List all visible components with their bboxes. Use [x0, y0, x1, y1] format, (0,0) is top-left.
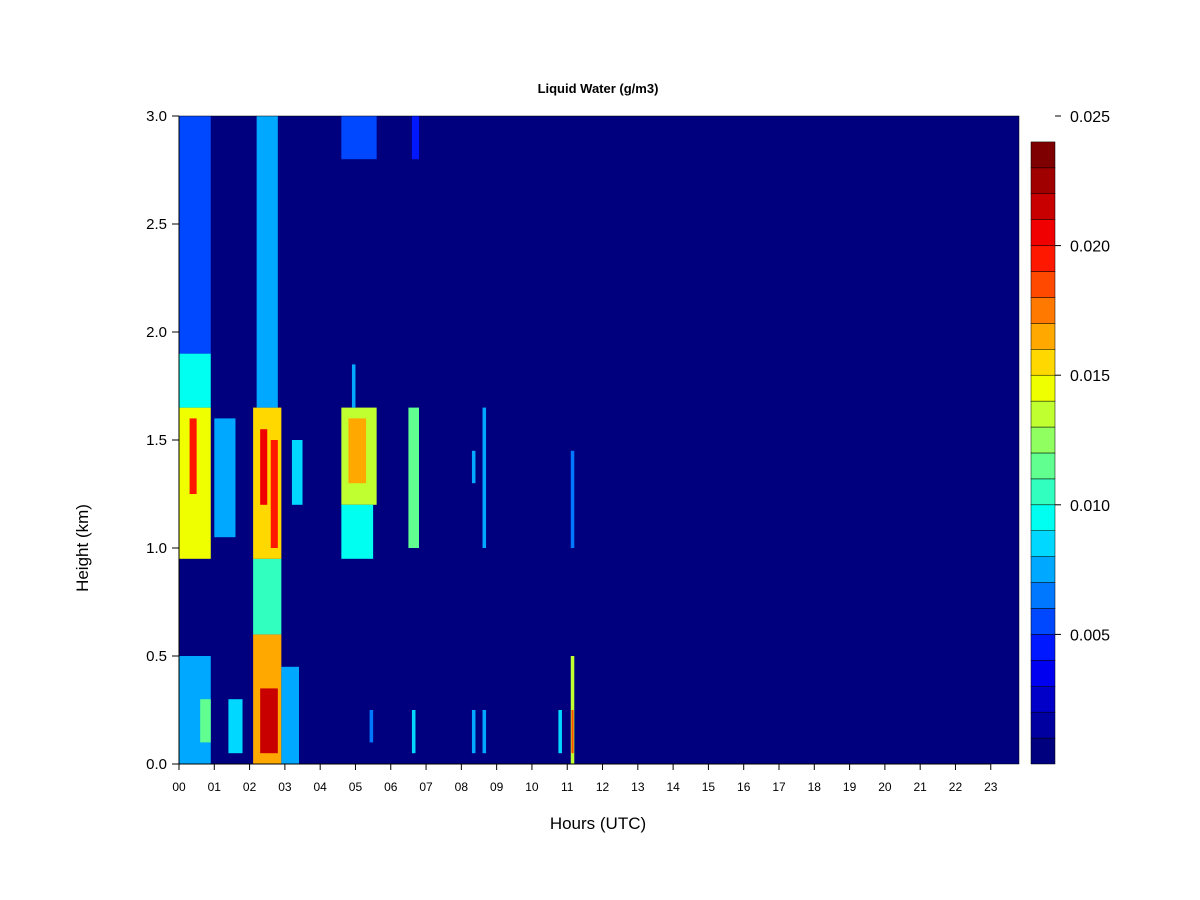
x-tick-label: 20 [878, 780, 892, 794]
x-tick-label: 07 [419, 780, 433, 794]
colorbar-swatch [1030, 219, 1056, 246]
x-tick-label: 18 [808, 780, 822, 794]
y-tick-label: 0.0 [146, 756, 167, 773]
colorbar-swatch [1030, 478, 1056, 506]
colorbar-swatch [1030, 530, 1056, 557]
heatmap-cell [471, 450, 476, 484]
colorbar-swatch [1030, 504, 1056, 531]
heatmap-cell [281, 666, 299, 764]
colorbar-swatch [1030, 167, 1056, 195]
colorbar-swatch [1030, 737, 1056, 765]
x-tick-label: 04 [313, 780, 327, 794]
x-tick-label: 12 [596, 780, 610, 794]
colorbar-swatch [1030, 711, 1056, 739]
x-tick-label: 09 [490, 780, 504, 794]
colorbar-tick-label: 0.010 [1070, 498, 1110, 515]
heatmap-cell [260, 429, 268, 505]
x-tick-label: 13 [631, 780, 645, 794]
x-tick-label: 08 [455, 780, 469, 794]
heatmap-cell [570, 450, 575, 548]
colorbar-swatch [1030, 245, 1056, 272]
heatmap-cell [341, 504, 374, 559]
y-tick-label: 2.5 [146, 216, 167, 233]
colorbar-swatch [1030, 323, 1056, 350]
colorbar-swatch [1030, 141, 1056, 169]
heatmap-cell [341, 116, 377, 160]
heatmap-cell [189, 418, 197, 494]
heatmap-cell [408, 407, 419, 548]
y-tick-label: 1.5 [146, 432, 167, 449]
y-tick-label: 3.0 [146, 108, 167, 125]
heatmap-cell [228, 699, 243, 754]
heatmap-cell [256, 116, 278, 408]
colorbar-tick-label: 0.020 [1070, 239, 1110, 256]
x-tick-label: 05 [349, 780, 363, 794]
x-tick-label: 17 [772, 780, 786, 794]
colorbar-tick-label: 0.005 [1070, 627, 1110, 644]
x-tick-label: 03 [278, 780, 292, 794]
heatmap-cell [482, 710, 487, 754]
colorbar-swatch [1030, 660, 1056, 687]
colorbar-swatch [1030, 634, 1056, 661]
heatmap-cell [351, 364, 356, 408]
x-tick-label: 22 [949, 780, 963, 794]
y-axis: 0.0 0.5 1.0 1.5 2.0 2.5 3.0 [146, 108, 180, 773]
x-tick-label: 14 [666, 780, 680, 794]
colorbar-swatch [1030, 374, 1056, 402]
heatmap-cell [260, 688, 278, 754]
heatmap-cell [253, 558, 282, 635]
colorbar-swatch [1030, 297, 1056, 324]
y-axis-label: Height (km) [73, 504, 92, 592]
x-tick-label: 10 [525, 780, 539, 794]
colorbar-swatch [1030, 582, 1056, 609]
colorbar-swatch [1030, 349, 1056, 376]
y-tick-label: 0.5 [146, 648, 167, 665]
colorbar-swatch [1030, 685, 1056, 713]
x-tick-label: 15 [702, 780, 716, 794]
heatmap-background [179, 116, 1019, 764]
heatmap-cell [571, 710, 574, 754]
colorbar-swatch [1030, 400, 1056, 428]
x-tick-label: 02 [243, 780, 257, 794]
colorbar-swatch [1030, 271, 1056, 298]
heatmap-cell [179, 353, 211, 408]
colorbar: 0.005 0.010 0.015 0.020 0.025 [1030, 109, 1110, 765]
heatmap-cell [214, 418, 236, 538]
colorbar-swatch [1030, 426, 1056, 454]
heatmap-cell [179, 116, 211, 354]
heatmap-cell [291, 440, 303, 505]
x-tick-label: 23 [984, 780, 998, 794]
x-tick-label: 00 [172, 780, 186, 794]
colorbar-swatch [1030, 608, 1056, 635]
colorbar-swatch [1030, 193, 1056, 220]
plot-area [179, 116, 1019, 764]
x-axis: 00 01 02 03 04 05 06 07 08 09 10 11 12 13 14 15 16 17 18 19… [172, 763, 998, 794]
heatmap-cell [348, 418, 367, 484]
heatmap-cell [411, 116, 419, 160]
heatmap-cell [558, 710, 562, 754]
colorbar-tick-label: 0.025 [1070, 109, 1110, 126]
chart-title: Liquid Water (g/m3) [538, 81, 659, 96]
colorbar-swatch [1030, 556, 1056, 583]
x-tick-label: 06 [384, 780, 398, 794]
x-tick-label: 16 [737, 780, 751, 794]
x-tick-label: 11 [561, 780, 574, 794]
heatmap-cell [471, 710, 476, 754]
y-tick-label: 2.0 [146, 324, 167, 341]
heatmap-cell [482, 407, 487, 548]
y-tick-label: 1.0 [146, 540, 167, 557]
colorbar-swatch [1030, 452, 1056, 480]
x-axis-label: Hours (UTC) [550, 814, 646, 833]
x-tick-label: 19 [843, 780, 857, 794]
x-tick-label: 01 [208, 780, 222, 794]
heatmap-cell [270, 440, 278, 548]
x-tick-label: 21 [913, 780, 927, 794]
heatmap-cell [369, 710, 374, 743]
colorbar-tick-label: 0.015 [1070, 368, 1110, 385]
heatmap-cell [411, 710, 416, 754]
heatmap-cell [200, 699, 211, 743]
